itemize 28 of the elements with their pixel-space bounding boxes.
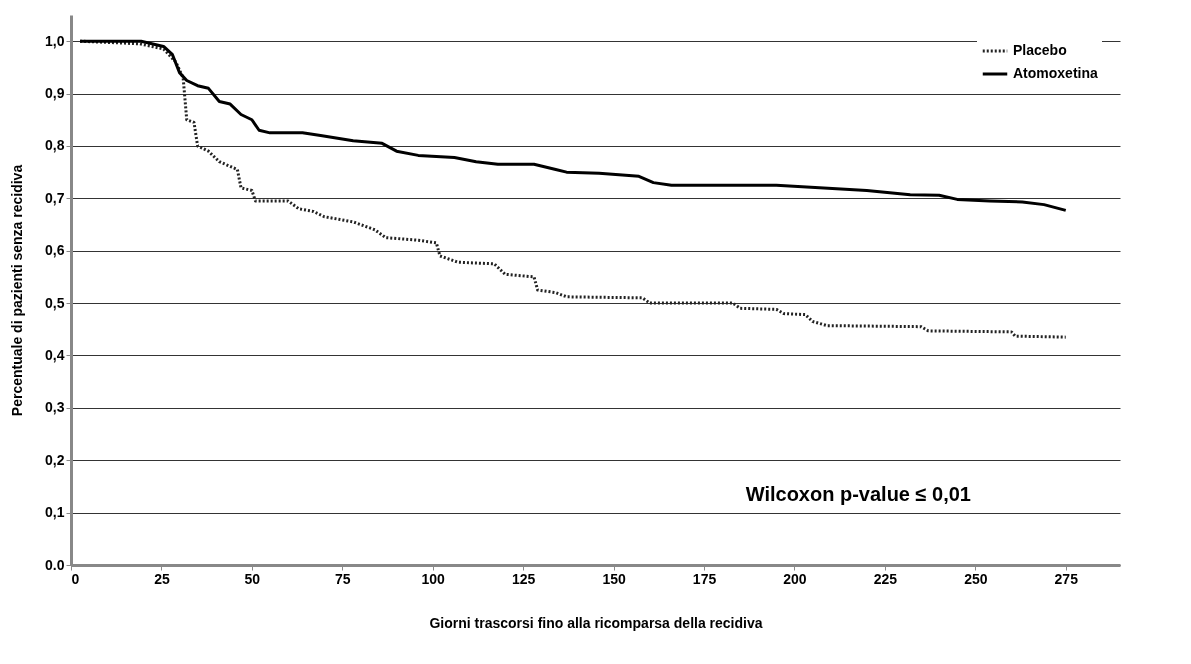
y-tick-label: 0,2 [45, 451, 65, 468]
x-tick-label: 50 [244, 570, 261, 587]
y-tick-label: 1,0 [45, 32, 65, 49]
y-axis-title: Percentuale di pazienti senza recidiva [9, 164, 26, 417]
legend-label: Atomoxetina [1013, 65, 1098, 81]
x-tick-label: 275 [1054, 570, 1079, 587]
x-tick-label: 0 [71, 570, 80, 587]
x-tick-label: 100 [421, 570, 446, 587]
annotation: Wilcoxon p-value ≤ 0,01 [745, 483, 971, 505]
x-tick-label: 125 [511, 570, 536, 587]
x-tick-label: 175 [692, 570, 717, 587]
x-tick-label: 200 [783, 570, 807, 587]
y-tick-label: 0,8 [45, 137, 65, 154]
y-tick-label: 0,5 [45, 294, 65, 311]
y-tick-label: 0,4 [45, 346, 65, 363]
x-tick-label: 75 [335, 570, 351, 587]
x-tick-label: 150 [602, 570, 626, 587]
legend-label: Placebo [1013, 42, 1067, 58]
y-tick-label: 0,7 [45, 189, 65, 206]
x-tick-label: 250 [964, 570, 988, 587]
y-tick-label: 0,9 [45, 85, 65, 102]
y-tick-label: 0,6 [45, 242, 65, 259]
y-tick-label: 0,3 [45, 399, 65, 416]
x-tick-label: 25 [154, 570, 170, 587]
y-tick-label: 0.0 [45, 556, 65, 573]
x-axis-title: Giorni trascorsi fino alla ricomparsa della recidiva [429, 614, 763, 631]
x-tick-label: 225 [873, 570, 898, 587]
y-tick-label: 0,1 [45, 504, 65, 521]
